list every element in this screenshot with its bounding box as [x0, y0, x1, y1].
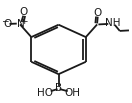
Text: B: B [55, 83, 62, 93]
Text: −: − [1, 16, 8, 26]
Text: HO: HO [37, 88, 53, 98]
Text: N: N [17, 19, 25, 29]
Text: OH: OH [64, 88, 80, 98]
Text: O: O [3, 19, 12, 29]
Text: O: O [20, 7, 28, 17]
Text: NH: NH [105, 18, 120, 28]
Text: O: O [94, 8, 102, 18]
Text: +: + [20, 17, 27, 26]
